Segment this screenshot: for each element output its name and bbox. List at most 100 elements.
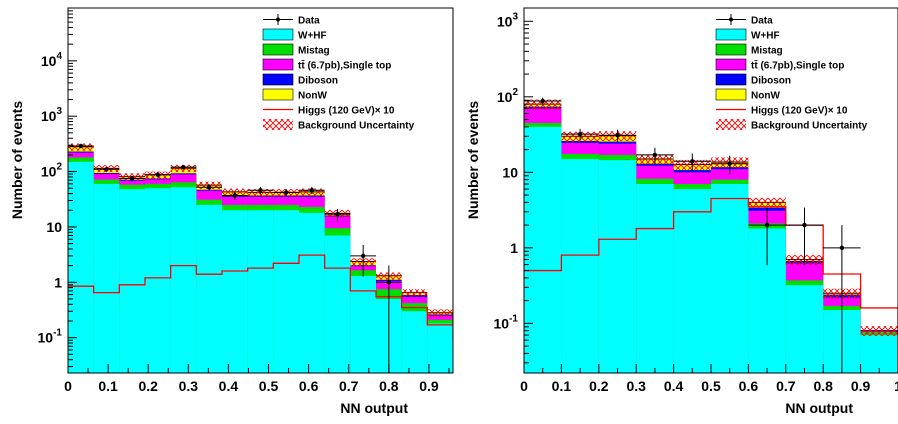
whf-bar <box>524 126 562 373</box>
right-panel: 00.10.20.30.40.50.60.70.80.9110-11101021… <box>465 7 898 416</box>
y-tick-base: 10 <box>497 89 513 105</box>
data-point <box>232 193 238 198</box>
data-point <box>764 222 770 228</box>
data-point <box>335 211 340 217</box>
data-point <box>181 164 186 170</box>
y-tick-base: 10 <box>41 108 57 124</box>
x-tick-label: 0.1 <box>552 378 572 394</box>
y-tick-base: 10 <box>46 219 62 235</box>
whf-bar <box>93 183 120 373</box>
data-point <box>129 176 135 181</box>
y-tick-label: 104 <box>41 51 63 69</box>
plot-area <box>524 97 898 373</box>
x-tick-label: 0.4 <box>219 378 239 394</box>
x-tick-label: 0.8 <box>813 378 833 394</box>
data-point <box>802 222 807 228</box>
whf-bar <box>711 184 749 373</box>
legend-label-data: Data <box>751 16 773 27</box>
whf-bar <box>785 285 824 373</box>
x-tick-label: 0.4 <box>664 378 684 394</box>
y-tick-label: 10-1 <box>494 313 519 331</box>
data-point <box>615 133 620 138</box>
legend-label-higgs: Higgs (120 GeV)× 10 <box>298 106 395 117</box>
y-tick-label: 10 <box>502 164 518 180</box>
x-tick-label: 0.2 <box>589 378 609 394</box>
legend: Data W+HF Mistag tt̄ (6.7pb),Single top Dibo… <box>715 14 868 132</box>
data-point <box>652 152 658 158</box>
whf-bar <box>860 335 898 373</box>
legend-label-mistag: Mistag <box>298 46 330 57</box>
x-tick-label: 0.6 <box>739 378 759 394</box>
whf-bar <box>324 235 351 373</box>
whf-bar <box>145 188 171 373</box>
legend-label-diboson: Diboson <box>751 76 791 87</box>
y-tick-label: 1 <box>510 240 518 256</box>
higgs-line <box>68 254 453 341</box>
y-tick-exponent: 2 <box>512 87 518 98</box>
plot-frame <box>67 7 454 374</box>
data-point <box>839 245 845 251</box>
whf-bar <box>427 323 453 373</box>
legend-swatch-nonw <box>262 88 294 101</box>
x-tick-label: 0.6 <box>299 378 319 394</box>
y-tick-label: 103 <box>497 11 519 29</box>
whf-bar <box>119 189 145 373</box>
x-tick-label: 0.9 <box>419 378 439 394</box>
whf-bar <box>222 210 248 373</box>
x-tick-label: 0 <box>520 378 528 394</box>
legend-label-diboson: Diboson <box>298 76 338 87</box>
legend-swatch-diboson <box>262 73 294 86</box>
x-axis-label: NN output <box>340 400 408 416</box>
y-axis-label: Number of events <box>9 101 25 219</box>
whf-bar <box>598 160 637 373</box>
y-tick-label: 102 <box>41 162 63 180</box>
legend-label-whf: W+HF <box>751 31 780 42</box>
data-point <box>104 167 109 172</box>
x-tick-label: 1 <box>894 378 898 394</box>
y-axis-label: Number of events <box>465 101 481 219</box>
legend-swatch-ttbar <box>262 58 294 71</box>
legend-label-unc: Background Uncertainty <box>298 121 415 132</box>
legend-label-unc: Background Uncertainty <box>751 121 868 132</box>
data-point <box>78 143 84 149</box>
whf-bar <box>299 212 325 373</box>
whf-bar <box>170 187 197 373</box>
whf-bar <box>401 311 428 373</box>
y-tick-exponent: 4 <box>56 51 62 62</box>
whf-bar <box>196 204 222 373</box>
y-tick-label: 1 <box>54 274 62 290</box>
x-tick-label: 0.1 <box>98 378 118 394</box>
legend-swatch-diboson <box>715 73 747 86</box>
uncertainty-band <box>748 197 786 208</box>
x-tick-label: 0.2 <box>138 378 158 394</box>
legend-swatch-whf <box>715 28 747 41</box>
legend-label-data: Data <box>298 16 320 27</box>
y-tick-exponent: -1 <box>509 313 518 324</box>
whf-bar <box>273 210 299 373</box>
legend-label-whf: W+HF <box>298 31 327 42</box>
y-tick-exponent: 3 <box>512 11 518 22</box>
plot-area <box>68 143 453 373</box>
legend-swatch-uncertainty <box>263 119 293 130</box>
legend-label-higgs: Higgs (120 GeV)× 10 <box>751 106 848 117</box>
whf-bar <box>636 184 674 373</box>
data-point <box>155 172 161 177</box>
left-panel: 0 0.1 0.2 0.3 0.4 0.5 0.6 0.7 0.8 0.910-111010210… <box>9 7 454 416</box>
data-point <box>206 185 212 190</box>
y-tick-base: 10 <box>502 164 518 180</box>
x-tick-label: 0.3 <box>179 378 199 394</box>
legend-swatch-whf <box>262 28 294 41</box>
y-tick-label: 10 <box>46 219 62 235</box>
data-point <box>258 188 263 193</box>
legend-label-nonw: NonW <box>298 91 327 102</box>
whf-bar <box>561 159 599 373</box>
y-tick-label: 103 <box>41 106 63 124</box>
x-tick-label: 0.9 <box>851 378 871 394</box>
higgs-line <box>524 197 898 373</box>
data-point <box>727 161 732 166</box>
legend-label-mistag: Mistag <box>751 46 783 57</box>
x-tick-label: 0.7 <box>339 378 359 394</box>
y-tick-exponent: -1 <box>53 328 62 339</box>
legend: Data W+HF Mistag tt̄ (6.7pb),Single top Dibo… <box>262 14 415 132</box>
